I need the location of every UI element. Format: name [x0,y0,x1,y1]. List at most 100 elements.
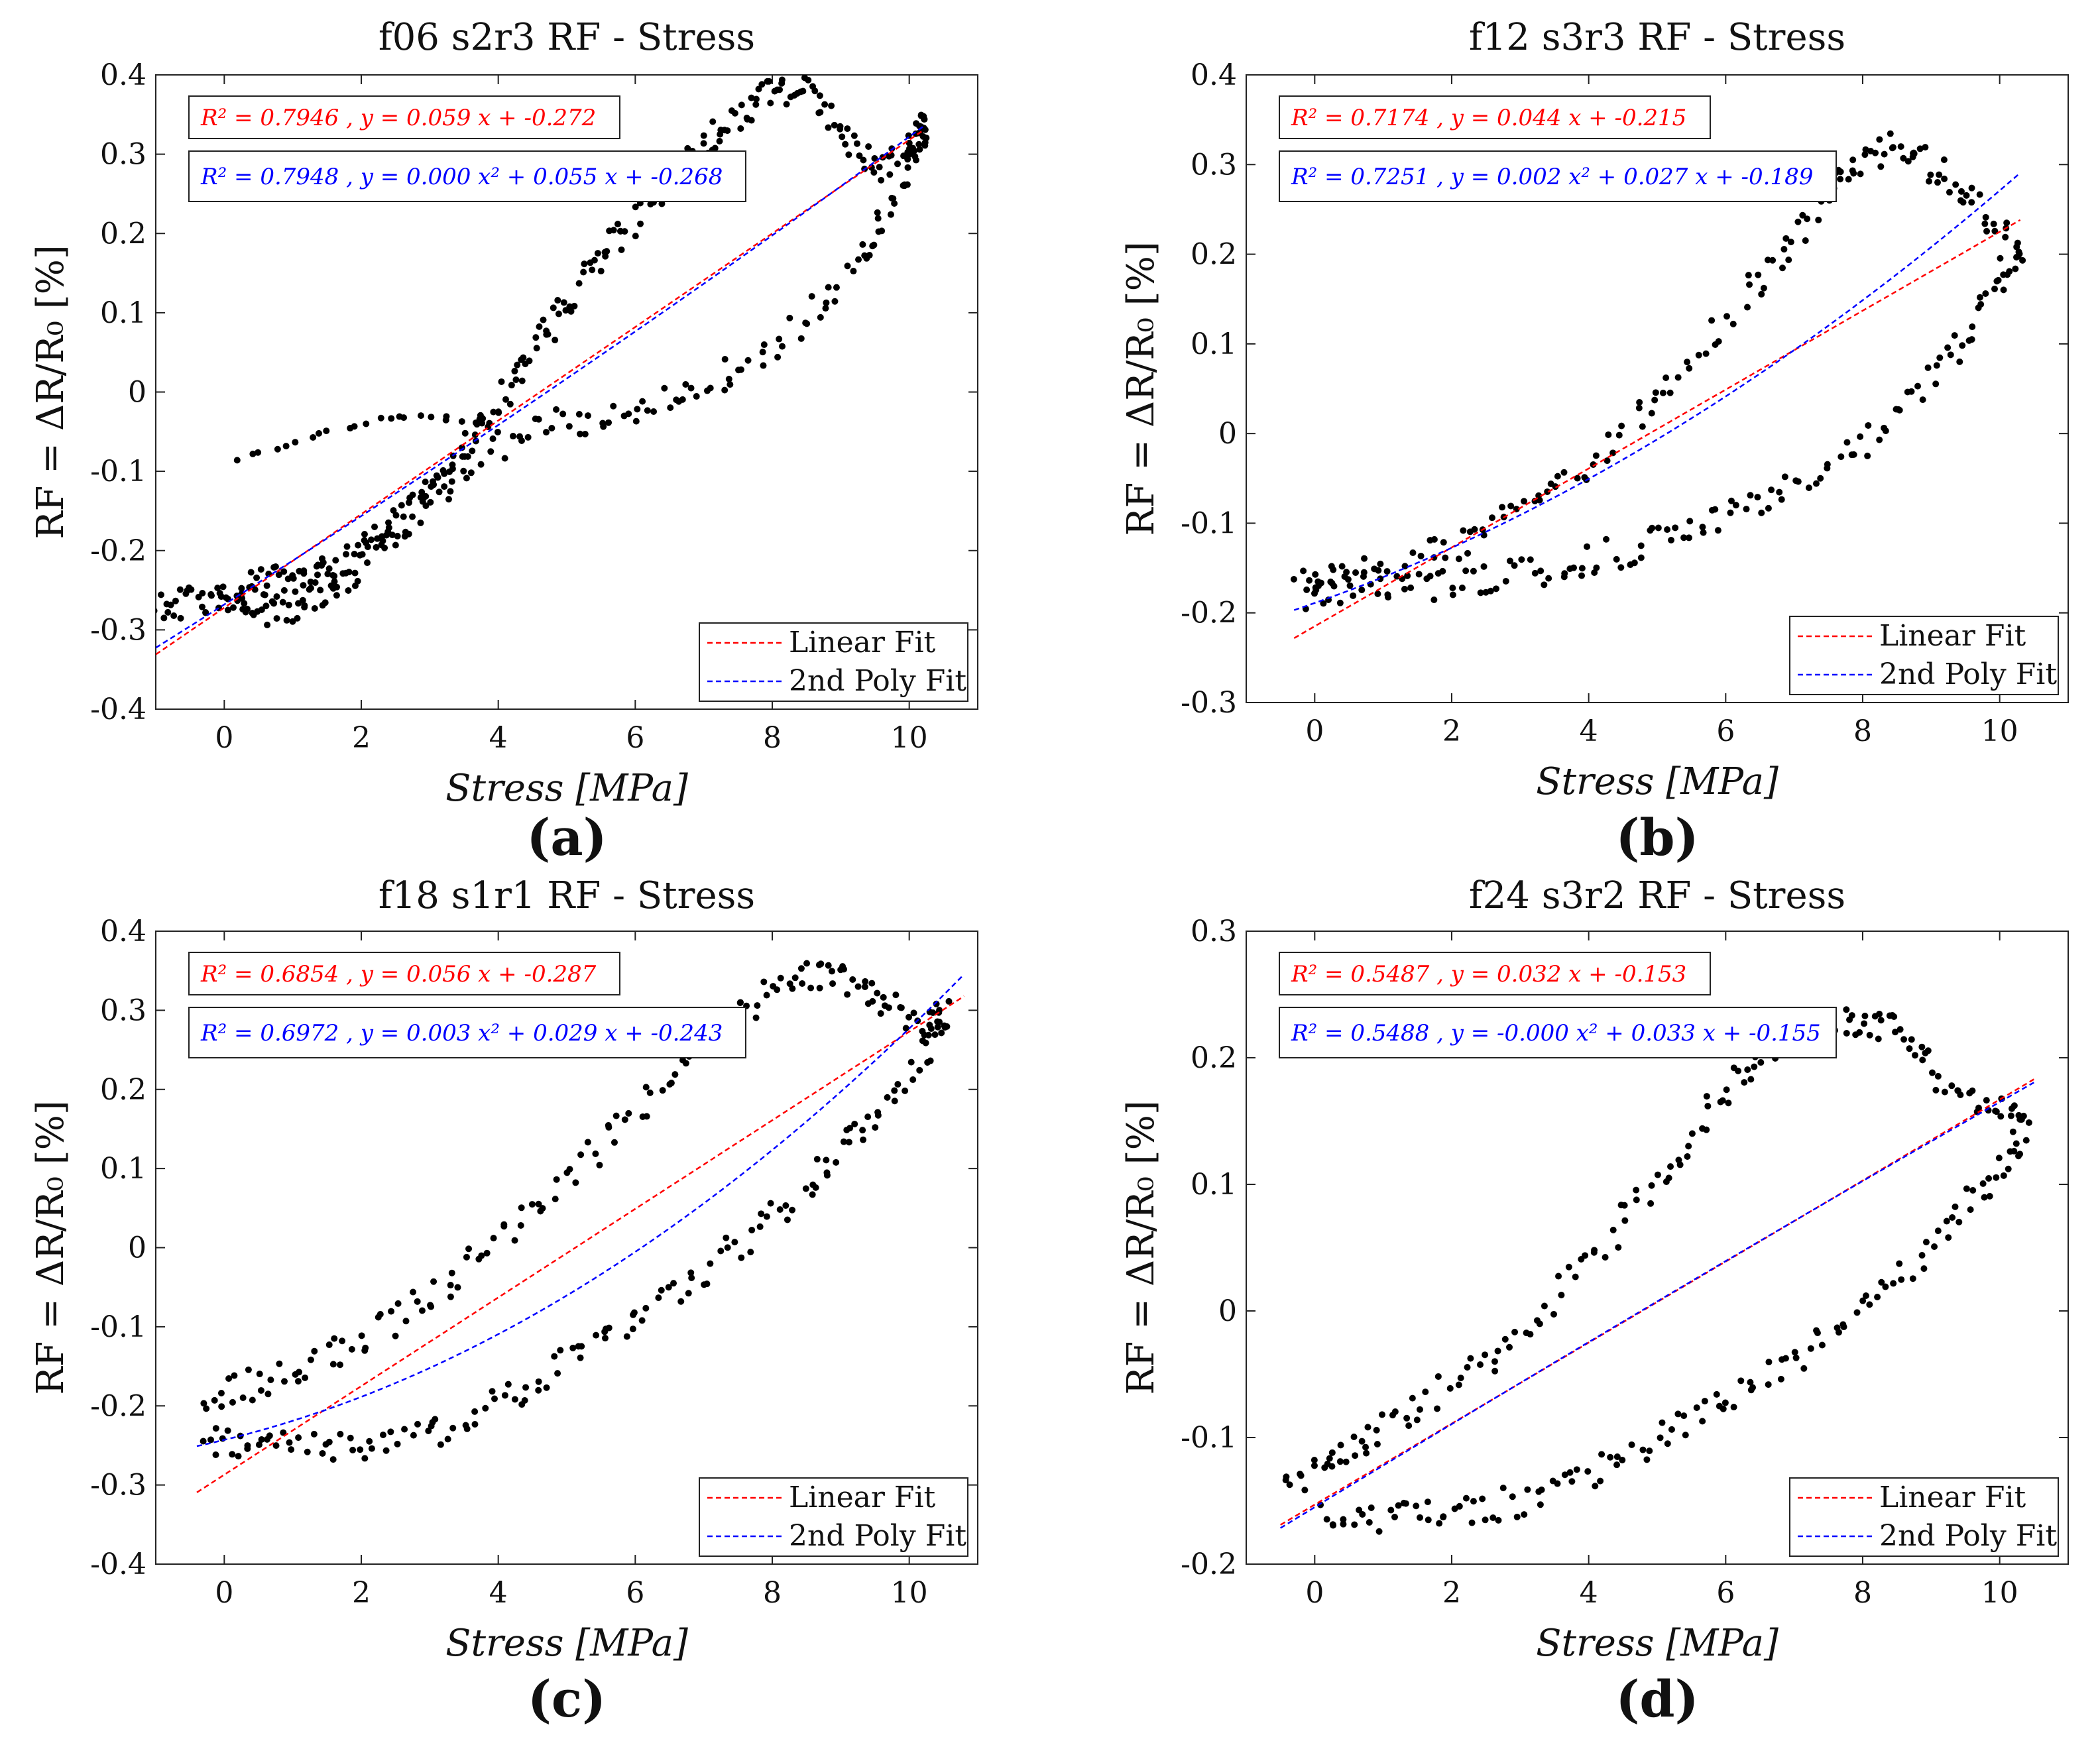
data-point [318,562,325,569]
data-point [217,593,225,600]
data-point [783,101,790,108]
data-point [856,152,863,159]
data-point [266,1432,273,1440]
data-point [905,139,913,146]
data-point [1523,1329,1530,1337]
data-point [1835,1329,1842,1336]
data-point [1908,1036,1915,1043]
data-point [915,141,923,148]
data-point [1652,389,1659,396]
data-point [1417,1514,1424,1521]
data-point [1391,1513,1398,1520]
data-point [716,137,723,144]
data-point [569,1344,577,1351]
data-point [670,1280,677,1287]
data-point [1782,235,1790,242]
data-point [1340,1516,1347,1523]
data-point [1666,389,1674,396]
data-point [526,357,533,365]
data-point [1533,1317,1541,1324]
data-point [625,1109,632,1117]
legend-linear-label: Linear Fit [1879,619,2026,653]
data-point [1934,1072,1942,1080]
data-point [1934,1227,1942,1235]
data-point [724,1244,731,1251]
data-point [1817,475,1824,482]
data-point [658,200,666,207]
data-point [1387,1506,1395,1514]
data-point [172,597,179,604]
y-tick-label: -0.2 [1181,596,1237,630]
data-point [229,1451,236,1458]
data-point [839,133,846,141]
data-point [1878,1278,1885,1286]
data-point [448,478,455,485]
data-point [1745,272,1752,279]
data-point [744,357,752,364]
data-point [1373,1426,1380,1434]
chart-panel: 0 2 4 6 8 10 -0.3 -0.2 -0.1 0 0.1 0.2 0.3 0.4 f12 s3r3… [1120,16,2069,867]
data-point [1651,396,1659,404]
data-point [1680,1412,1688,1420]
data-point [282,443,290,450]
data-point [364,543,371,551]
data-point [1584,1468,1592,1475]
data-point [1649,524,1656,532]
data-point [1920,1265,1928,1272]
data-point [1605,431,1612,438]
x-tick-label: 10 [891,721,928,755]
data-point [1401,585,1408,593]
data-layer [1280,1006,2034,1535]
data-point [866,252,873,259]
data-point [748,117,755,124]
data-point [1417,552,1425,559]
data-point [332,557,339,564]
data-point [1914,382,1922,390]
data-point [224,606,231,614]
data-point [870,169,878,176]
legend-linear-label: Linear Fit [1879,1481,2026,1514]
data-point [231,1372,238,1379]
y-tick-label: -0.1 [90,455,146,488]
data-point [1422,1388,1429,1396]
data-point [1982,290,1989,298]
data-point [907,1058,915,1066]
data-point [1480,532,1488,539]
data-point [1849,156,1857,164]
data-point [747,1249,754,1256]
data-point [200,1400,207,1407]
legend-linear-label: Linear Fit [789,1481,936,1514]
data-point [273,615,280,622]
data-point [1968,199,1975,206]
data-point [373,543,380,551]
data-point [1449,591,1456,598]
data-point [516,433,524,440]
data-point [577,430,584,437]
data-point [1890,1280,1897,1287]
data-point [288,1446,295,1453]
data-point [1482,589,1489,596]
data-point [1981,220,1989,227]
data-point [764,78,771,85]
data-point [1460,527,1467,534]
data-point [1675,1157,1682,1164]
data-point [324,571,331,578]
data-point [2018,1116,2025,1123]
data-point [1947,351,1954,359]
data-point [1451,1505,1458,1512]
data-point [684,144,691,152]
data-point [611,1139,618,1146]
y-tick-label: 0.4 [100,58,146,92]
data-point [1628,1441,1635,1448]
data-point [1366,1519,1373,1526]
data-point [894,1081,902,1088]
data-point [1723,313,1731,320]
data-point [1458,585,1466,592]
data-point [1747,1386,1755,1394]
data-point [329,1361,337,1368]
data-point [1643,1456,1651,1463]
data-point [1409,549,1417,556]
data-point [1455,555,1462,563]
data-point [1967,1206,1974,1214]
data-point [1757,1059,1765,1066]
